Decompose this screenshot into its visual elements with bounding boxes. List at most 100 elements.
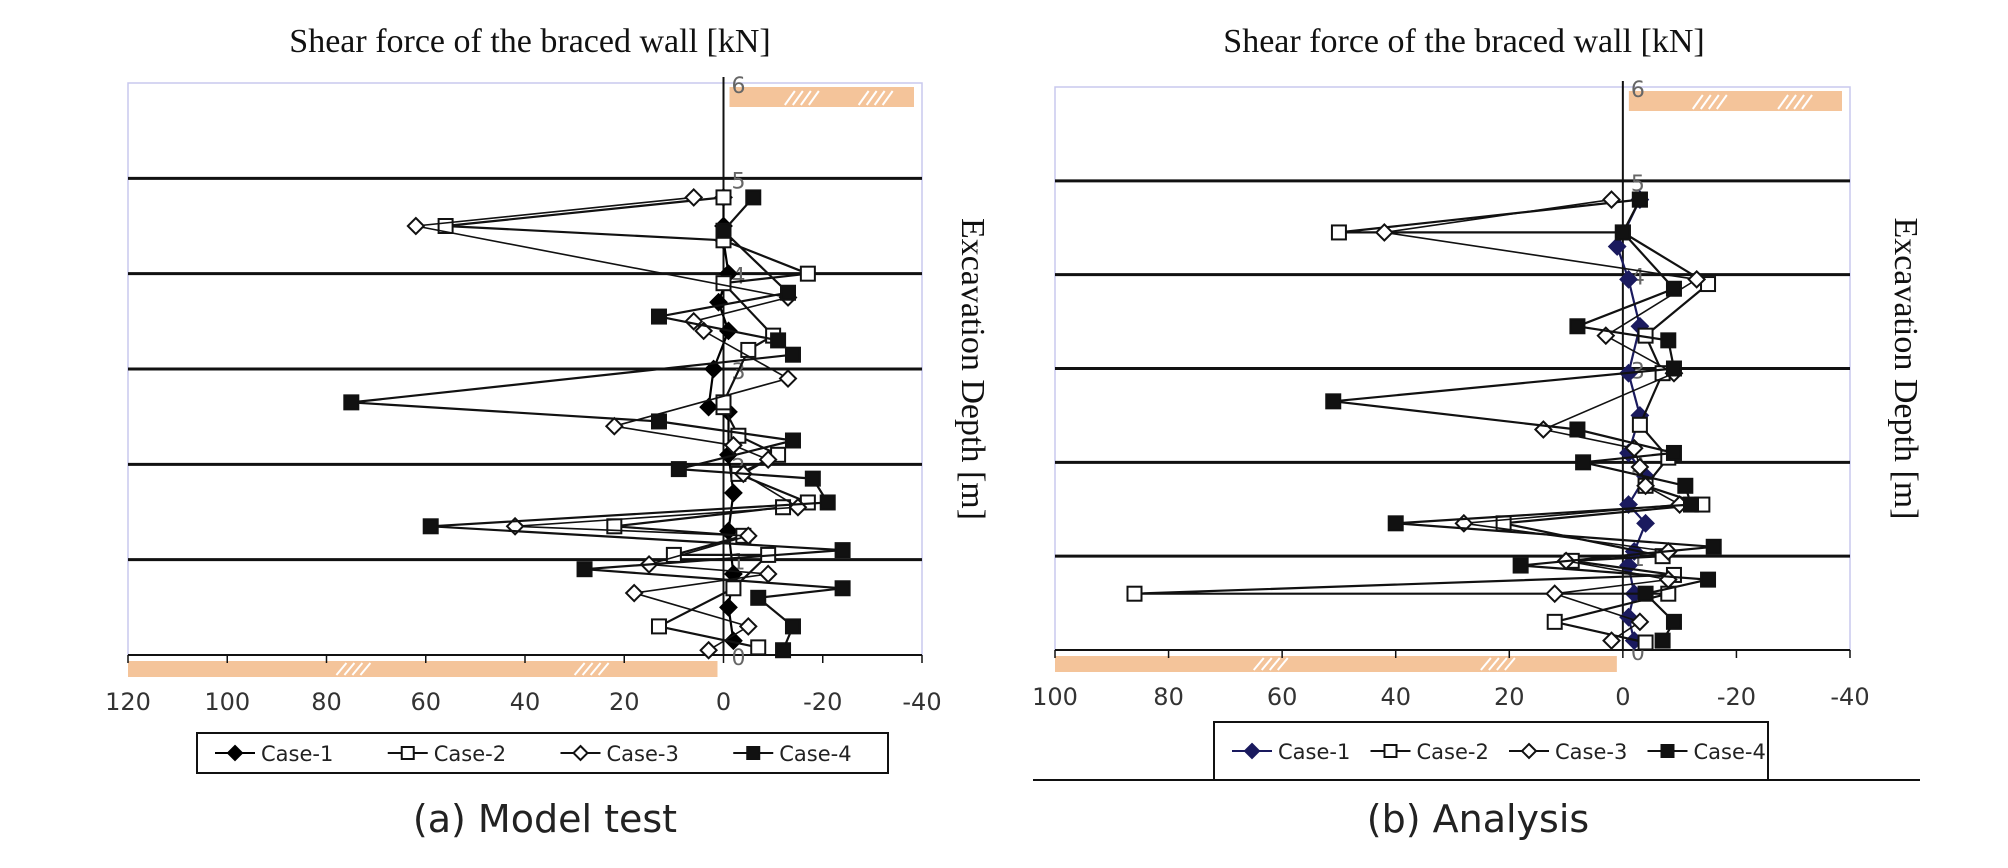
legend-label: Case-1	[261, 742, 333, 766]
data-point	[1546, 613, 1563, 630]
x-tick-label: 20	[1494, 683, 1525, 711]
hatch-line	[359, 662, 372, 676]
y-axis-label: Excavation Depth [m]	[1887, 217, 1924, 519]
data-point	[343, 394, 360, 411]
hatch-line	[1801, 94, 1813, 110]
legend-swatch-marker	[1383, 744, 1398, 758]
y-tick-label: 4	[1631, 266, 1645, 291]
legend: Case-1 Case-2 Case-3 Case-4	[1213, 721, 1769, 781]
series-line	[415, 196, 801, 651]
y-tick-label: 0	[732, 646, 746, 671]
x-tick-label: -40	[1830, 683, 1869, 711]
data-point	[1387, 515, 1404, 532]
legend-label: Case-3	[1555, 740, 1627, 764]
hatch-line	[1268, 657, 1281, 671]
x-tick-label: 60	[1267, 683, 1298, 711]
data-point	[604, 416, 624, 436]
data-point	[1665, 360, 1682, 377]
legend-swatch-marker	[746, 746, 761, 760]
data-point	[758, 564, 778, 584]
x-tick-label: -40	[902, 688, 941, 716]
data-point	[422, 518, 439, 535]
data-point	[725, 580, 742, 597]
series-line	[351, 196, 843, 651]
legend-swatch-marker	[1520, 742, 1538, 760]
hatch-line	[343, 662, 356, 676]
data-point	[819, 494, 836, 511]
soil-band-bottom	[1055, 656, 1617, 672]
hatch-line	[873, 90, 886, 106]
data-point	[670, 461, 687, 478]
hatch-line	[1504, 657, 1516, 671]
hatch-line	[784, 90, 796, 106]
hatch-line	[1707, 94, 1720, 110]
data-point	[1665, 444, 1682, 461]
data-point	[740, 341, 757, 358]
legend-label: Case-3	[607, 742, 679, 766]
data-point	[775, 642, 792, 659]
data-point	[1602, 631, 1621, 651]
x-tick-label: 100	[1032, 683, 1078, 711]
data-point	[576, 561, 593, 578]
y-tick-label: 5	[732, 169, 746, 194]
hatch-line	[1260, 657, 1273, 671]
x-tick-label: 0	[716, 688, 731, 716]
caption-analysis: (b) Analysis	[1367, 797, 1589, 841]
data-point	[770, 332, 787, 349]
soil-band-bottom	[128, 661, 718, 677]
hatch-line	[1777, 94, 1789, 110]
legend-label: Case-2	[1417, 740, 1489, 764]
data-point	[715, 189, 732, 206]
data-point	[704, 359, 723, 379]
data-point	[784, 618, 801, 635]
data-point	[1545, 584, 1565, 604]
data-point	[745, 189, 762, 206]
data-point	[699, 397, 719, 417]
data-point	[650, 308, 667, 325]
x-tick-label: -20	[1717, 683, 1756, 711]
data-point	[1637, 585, 1654, 602]
data-point	[715, 222, 732, 239]
data-point	[780, 284, 797, 301]
data-point	[724, 435, 743, 455]
data-point	[715, 275, 732, 292]
soil-hatch	[335, 90, 894, 676]
soil-band-top	[729, 87, 914, 107]
data-point	[1126, 585, 1143, 602]
hatch-line	[857, 90, 870, 106]
data-point	[784, 346, 801, 363]
y-tick-label: 5	[1631, 172, 1645, 197]
data-point	[1637, 634, 1654, 651]
chart-title: Shear force of the braced wall [kN]	[1223, 23, 1704, 60]
series-case-3	[406, 187, 808, 660]
data-point	[1700, 571, 1717, 588]
data-point	[1575, 454, 1592, 471]
data-point	[1330, 224, 1347, 241]
data-point	[1677, 477, 1694, 494]
data-point	[750, 639, 767, 656]
data-point	[1630, 612, 1650, 632]
hatch-line	[1252, 657, 1265, 671]
chart-title: Shear force of the braced wall [kN]	[289, 23, 770, 60]
x-tick-label: 120	[105, 688, 151, 716]
data-point	[1683, 496, 1699, 513]
data-point	[1654, 632, 1671, 649]
hatch-line	[589, 662, 602, 676]
legend-label: Case-2	[434, 742, 506, 766]
data-point	[1614, 224, 1631, 241]
data-point	[804, 470, 821, 487]
hatch-line	[1276, 657, 1289, 671]
hatch-line	[573, 662, 586, 676]
hatch-line	[351, 662, 364, 676]
hatch-line	[800, 90, 812, 106]
data-point	[624, 583, 644, 603]
y-tick-label: 6	[1631, 78, 1645, 103]
data-point	[1569, 421, 1586, 438]
data-point	[684, 187, 704, 207]
hatch-line	[808, 90, 820, 106]
data-point	[1631, 191, 1648, 208]
data-point	[1631, 416, 1648, 433]
data-point	[1636, 513, 1655, 533]
